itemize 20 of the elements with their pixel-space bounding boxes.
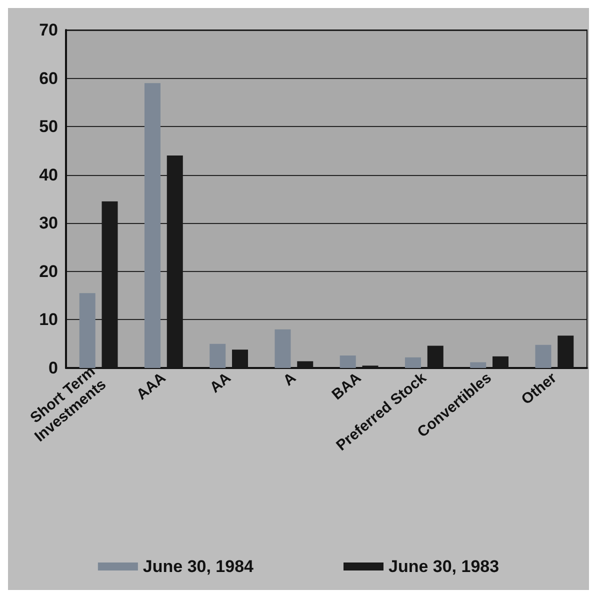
bar bbox=[470, 362, 486, 368]
y-tick-label: 10 bbox=[39, 310, 58, 330]
y-tick-label: 40 bbox=[39, 165, 58, 184]
bar bbox=[535, 344, 552, 368]
y-tick-label: 50 bbox=[39, 117, 58, 136]
y-tick-label: 60 bbox=[39, 68, 58, 88]
y-tick-label: 70 bbox=[39, 20, 58, 40]
bar bbox=[340, 355, 356, 368]
x-tick-label: A bbox=[280, 369, 300, 390]
bar bbox=[210, 344, 226, 368]
y-tick-label: 30 bbox=[39, 214, 58, 233]
bar bbox=[144, 83, 160, 368]
bar bbox=[274, 329, 291, 368]
legend-label: June 30, 1983 bbox=[388, 557, 500, 576]
bar bbox=[79, 293, 96, 368]
legend-label: June 30, 1984 bbox=[142, 557, 254, 576]
y-tick-label: 20 bbox=[39, 262, 58, 281]
y-tick-label: 0 bbox=[48, 358, 58, 378]
bar bbox=[404, 357, 421, 368]
x-tick-label: AA bbox=[206, 369, 234, 396]
